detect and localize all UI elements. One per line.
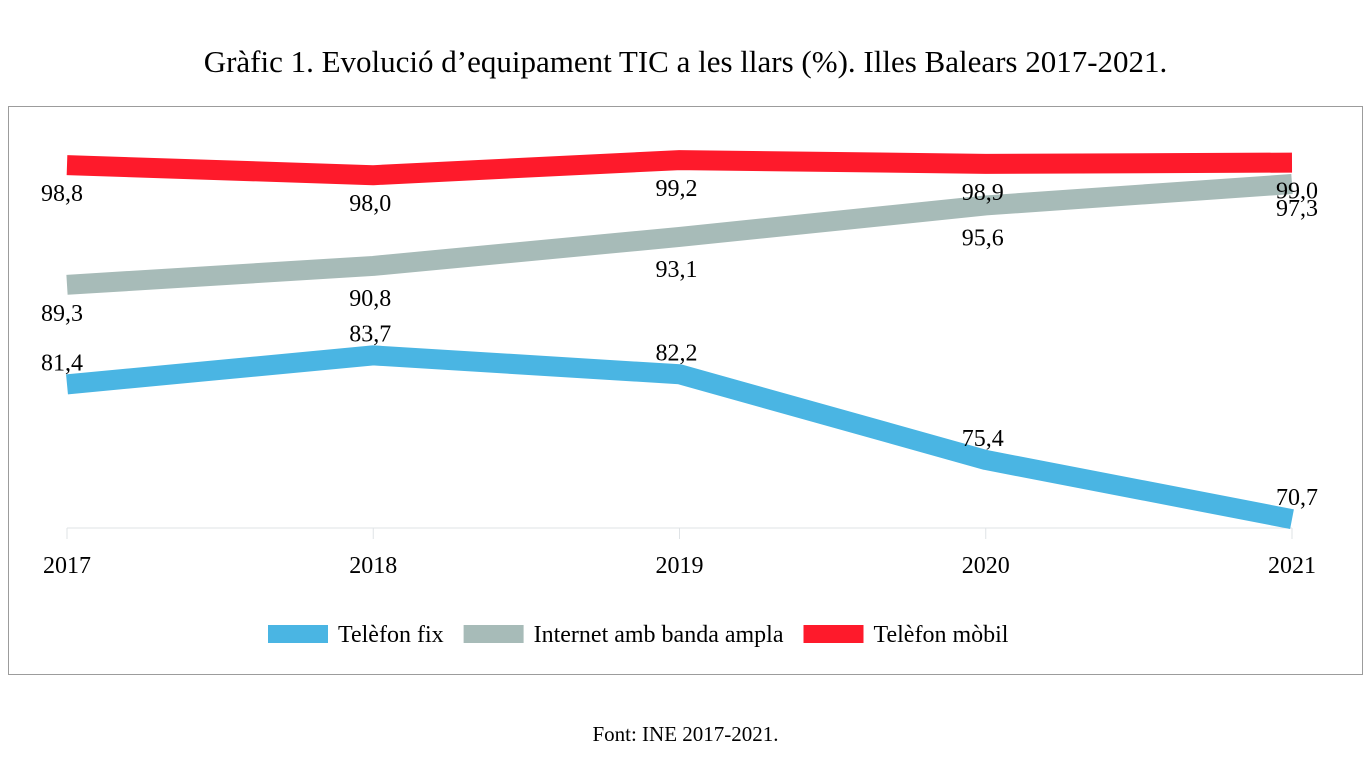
legend-label: Telèfon mòbil [874, 622, 1009, 648]
series-line-2 [66, 150, 1293, 186]
data-label: 90,8 [349, 286, 391, 312]
data-label: 75,4 [962, 426, 1004, 452]
data-label: 98,0 [349, 191, 391, 217]
data-label: 98,8 [41, 181, 83, 207]
chart-title: Gràfic 1. Evolució d’equipament TIC a le… [203, 44, 1168, 79]
chart-frame [8, 106, 1363, 675]
data-label: 83,7 [349, 321, 391, 347]
legend-swatch [803, 625, 864, 643]
x-tick-label: 2020 [962, 553, 1010, 579]
legend: Telèfon fix Internet amb banda ampla Telèf… [268, 622, 1009, 648]
x-tick-label: 2021 [1268, 553, 1316, 579]
x-axis: 2017 2018 2019 2020 2021 [43, 527, 1316, 579]
data-label: 95,6 [962, 225, 1004, 251]
data-label: 98,9 [962, 180, 1004, 206]
data-label: 99,0 [1276, 179, 1318, 205]
data-labels: 81,4 83,7 82,2 75,4 70,7 89,3 90,8 93,1 95,6 97,3… [41, 176, 1318, 511]
data-label: 82,2 [656, 340, 698, 366]
legend-swatch [268, 625, 328, 643]
series-line-1 [66, 174, 1293, 295]
series-layer [66, 150, 1294, 529]
legend-label: Internet amb banda ampla [534, 622, 784, 648]
data-label: 99,2 [656, 176, 698, 202]
data-label: 70,7 [1276, 485, 1318, 511]
source-note: Font: INE 2017-2021. [592, 722, 779, 746]
data-label: 93,1 [656, 257, 698, 283]
series-line-0 [66, 345, 1294, 529]
legend-swatch [463, 625, 524, 643]
data-label: 81,4 [41, 350, 83, 376]
data-label: 89,3 [41, 301, 83, 327]
x-tick-label: 2019 [656, 553, 704, 579]
data-label: 97,3 [1276, 196, 1318, 222]
x-tick-label: 2017 [43, 553, 91, 579]
legend-label: Telèfon fix [338, 622, 444, 648]
x-tick-label: 2018 [349, 553, 397, 579]
